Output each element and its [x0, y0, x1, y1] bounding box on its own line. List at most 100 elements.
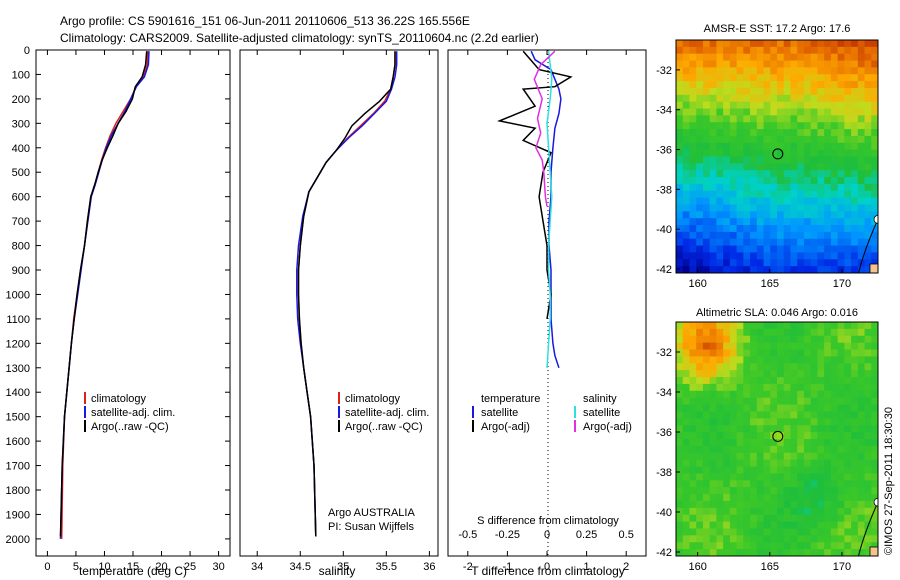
heatmap-cell	[844, 170, 852, 178]
heatmap-cell	[702, 81, 711, 89]
heatmap-cell	[763, 218, 771, 226]
heatmap-cell	[676, 487, 684, 495]
heatmap-cell	[709, 452, 717, 461]
heatmap-cell	[709, 40, 717, 48]
heatmap-cell	[770, 231, 778, 240]
heatmap-cell	[871, 349, 878, 358]
heatmap-cell	[702, 535, 711, 543]
heatmap-cell	[790, 259, 798, 267]
heatmap-cell	[844, 122, 852, 130]
heatmap-cell	[830, 156, 839, 164]
heatmap-cell	[729, 377, 738, 385]
heatmap-cell	[682, 466, 691, 475]
heatmap-cell	[803, 521, 812, 530]
heatmap-cell	[844, 149, 852, 158]
heatmap-cell	[709, 549, 717, 556]
heatmap-cell	[864, 218, 872, 226]
s-tick-label: 0.25	[576, 529, 597, 541]
heatmap-cell	[857, 549, 866, 556]
heatmap-cell	[783, 81, 792, 89]
s-tick-label: -0.5	[458, 529, 477, 541]
heatmap-cell	[857, 87, 866, 96]
island-marker	[873, 215, 878, 224]
heatmap-cell	[702, 94, 711, 103]
heatmap-cell	[689, 432, 697, 440]
heatmap-cell	[851, 521, 859, 530]
heatmap-cell	[797, 397, 805, 406]
heatmap-cell	[736, 480, 744, 488]
heatmap-cell	[837, 211, 845, 219]
heatmap-cell	[830, 466, 839, 475]
heatmap-cell	[790, 231, 798, 240]
heatmap-cell	[803, 53, 812, 62]
heatmap-cell	[763, 101, 771, 110]
heatmap-cell	[790, 94, 798, 103]
heatmap-cell	[743, 53, 751, 62]
heatmap-cell	[743, 521, 751, 530]
heatmap-cell	[716, 225, 724, 233]
heatmap-cell	[830, 218, 839, 226]
heatmap-cell	[803, 101, 812, 110]
heatmap-cell	[702, 432, 711, 440]
heatmap-cell	[729, 349, 738, 358]
heatmap-cell	[837, 383, 845, 392]
heatmap-cell	[844, 94, 852, 103]
heatmap-cell	[797, 390, 805, 399]
heatmap-cell	[682, 342, 691, 351]
heatmap-cell	[696, 404, 704, 413]
heatmap-cell	[803, 514, 812, 523]
heatmap-cell	[763, 225, 771, 233]
heatmap-cell	[723, 439, 731, 447]
heatmap-cell	[824, 170, 832, 178]
heatmap-cell	[777, 115, 785, 123]
heatmap-cell	[676, 170, 684, 178]
heatmap-cell	[817, 411, 825, 419]
heatmap-cell	[851, 67, 859, 75]
heatmap-cell	[770, 197, 778, 206]
heatmap-cell	[696, 459, 704, 468]
heatmap-cell	[736, 156, 744, 164]
legend-s-satellite-label: satellite	[583, 407, 620, 419]
heatmap-cell	[709, 60, 717, 69]
heatmap-cell	[709, 115, 717, 123]
heatmap-cell	[682, 225, 691, 233]
heatmap-cell	[830, 163, 839, 171]
heatmap-cell	[750, 259, 758, 267]
heatmap-cell	[817, 521, 825, 530]
heatmap-cell	[871, 335, 878, 344]
heatmap-cell	[743, 377, 751, 385]
heatmap-cell	[837, 142, 845, 151]
heatmap-cell	[743, 156, 751, 164]
heatmap-cell	[729, 404, 738, 413]
heatmap-cell	[709, 445, 717, 454]
heatmap-cell	[817, 231, 825, 240]
heatmap-cell	[777, 149, 785, 158]
heatmap-cell	[824, 183, 832, 192]
heatmap-cell	[844, 183, 852, 192]
heatmap-cell	[837, 397, 845, 406]
heatmap-cell	[864, 156, 872, 164]
heatmap-cell	[837, 528, 845, 536]
heatmap-cell	[857, 328, 866, 337]
heatmap-cell	[729, 101, 738, 110]
heatmap-cell	[750, 108, 758, 116]
heatmap-cell	[864, 170, 872, 178]
heatmap-cell	[851, 411, 859, 419]
heatmap-cell	[817, 425, 825, 433]
heatmap-cell	[830, 252, 839, 260]
heatmap-cell	[750, 487, 758, 495]
heatmap-cell	[871, 142, 878, 151]
heatmap-cell	[783, 549, 792, 556]
heatmap-cell	[783, 363, 792, 371]
heatmap-cell	[837, 46, 845, 55]
heatmap-cell	[682, 363, 691, 371]
heatmap-cell	[723, 500, 731, 509]
heatmap-cell	[723, 390, 731, 399]
heatmap-cell	[676, 74, 684, 82]
heatmap-cell	[709, 425, 717, 433]
heatmap-cell	[716, 480, 724, 488]
heatmap-cell	[723, 142, 731, 151]
heatmap-cell	[810, 363, 818, 371]
heatmap-cell	[716, 445, 724, 454]
heatmap-cell	[777, 500, 785, 509]
